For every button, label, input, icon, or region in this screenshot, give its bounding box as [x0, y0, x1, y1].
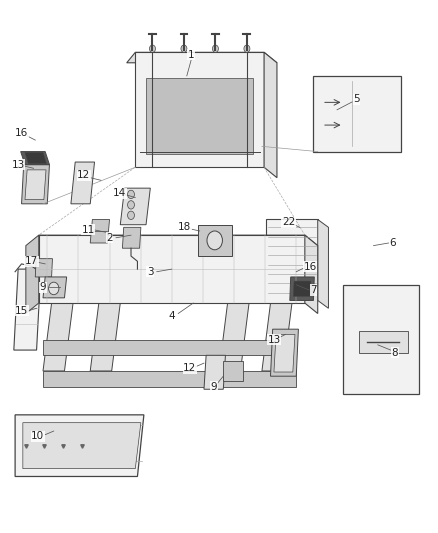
Polygon shape: [343, 285, 419, 394]
Polygon shape: [305, 235, 318, 313]
Text: 8: 8: [392, 348, 398, 358]
Polygon shape: [43, 303, 73, 371]
Polygon shape: [21, 151, 49, 165]
Circle shape: [244, 45, 250, 52]
Polygon shape: [25, 170, 46, 200]
Circle shape: [127, 211, 134, 220]
Polygon shape: [15, 415, 144, 477]
Text: 4: 4: [169, 311, 175, 321]
Circle shape: [127, 190, 134, 199]
Text: 13: 13: [267, 335, 281, 345]
Polygon shape: [318, 220, 328, 308]
Polygon shape: [21, 165, 49, 204]
Text: 3: 3: [147, 266, 154, 277]
Polygon shape: [26, 235, 39, 313]
Circle shape: [212, 45, 219, 52]
Text: 9: 9: [211, 382, 217, 392]
Polygon shape: [39, 235, 318, 246]
Polygon shape: [264, 52, 277, 177]
Text: 15: 15: [15, 306, 28, 316]
Polygon shape: [71, 162, 95, 204]
Polygon shape: [314, 76, 401, 151]
Polygon shape: [23, 423, 141, 469]
Polygon shape: [262, 303, 292, 371]
Text: 5: 5: [353, 94, 360, 104]
Text: 13: 13: [11, 160, 25, 169]
Circle shape: [149, 45, 155, 52]
Text: 18: 18: [178, 222, 191, 232]
Polygon shape: [271, 329, 298, 376]
Text: 14: 14: [113, 188, 126, 198]
Text: 9: 9: [40, 282, 46, 293]
Polygon shape: [266, 220, 318, 301]
Circle shape: [127, 201, 134, 209]
Polygon shape: [123, 228, 141, 248]
Polygon shape: [14, 269, 41, 350]
Text: 1: 1: [188, 50, 194, 60]
Text: 17: 17: [25, 256, 38, 266]
Text: 11: 11: [81, 225, 95, 235]
Polygon shape: [146, 78, 253, 154]
Polygon shape: [358, 331, 408, 353]
Text: 12: 12: [183, 364, 196, 373]
Polygon shape: [204, 356, 226, 389]
Polygon shape: [120, 188, 150, 225]
Polygon shape: [219, 303, 249, 371]
Polygon shape: [127, 52, 277, 63]
Polygon shape: [35, 259, 53, 277]
Text: 22: 22: [282, 217, 295, 227]
Polygon shape: [43, 277, 67, 298]
Text: 10: 10: [31, 431, 44, 441]
Polygon shape: [293, 281, 311, 296]
Polygon shape: [90, 220, 110, 243]
Polygon shape: [90, 303, 120, 371]
Polygon shape: [39, 235, 305, 303]
Text: 2: 2: [106, 233, 113, 243]
Polygon shape: [43, 371, 296, 386]
Polygon shape: [274, 334, 295, 372]
Circle shape: [181, 45, 187, 52]
Circle shape: [207, 231, 223, 250]
Polygon shape: [135, 52, 264, 167]
Polygon shape: [25, 152, 46, 164]
Text: 12: 12: [77, 170, 90, 180]
Circle shape: [49, 282, 59, 295]
Text: 7: 7: [310, 285, 317, 295]
Polygon shape: [290, 277, 314, 301]
Polygon shape: [43, 340, 296, 356]
Polygon shape: [198, 225, 232, 256]
Text: 16: 16: [15, 128, 28, 138]
Text: 6: 6: [389, 238, 396, 248]
Text: 16: 16: [304, 262, 317, 271]
Polygon shape: [223, 360, 243, 382]
